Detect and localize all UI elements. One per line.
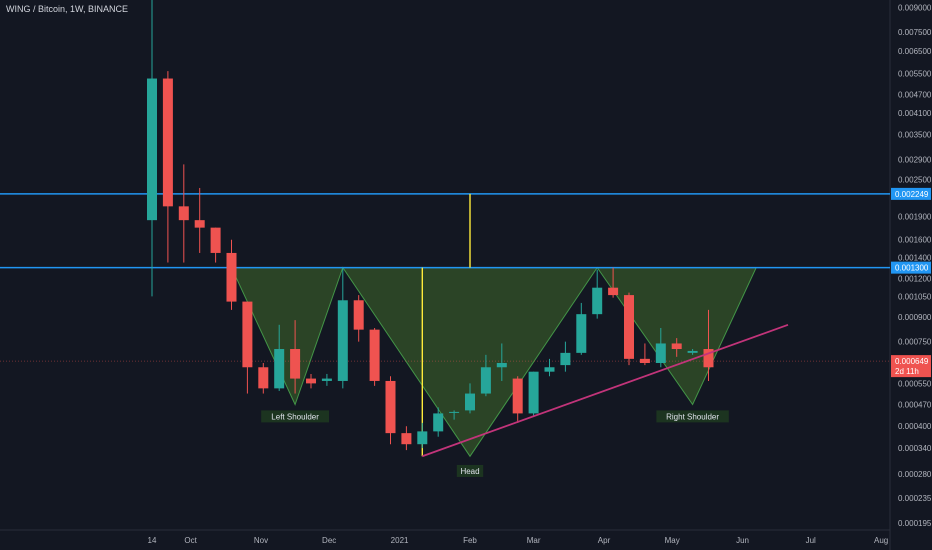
candle-body[interactable] (592, 287, 603, 315)
y-tick-label: 0.004100 (898, 109, 932, 118)
y-tick-label: 0.001400 (898, 254, 932, 263)
candle-body[interactable] (671, 343, 682, 350)
annotation-label[interactable]: Head (460, 467, 479, 476)
y-tick-label: 0.000235 (898, 494, 932, 503)
plot-area[interactable] (0, 0, 890, 530)
candle-body[interactable] (401, 433, 412, 445)
price-tag-label: 0.001300 (895, 264, 929, 273)
x-tick-label: Jun (736, 536, 749, 545)
candle-body[interactable] (242, 301, 253, 368)
candle-body[interactable] (162, 78, 173, 207)
candle-body[interactable] (703, 349, 714, 368)
candle-body[interactable] (639, 358, 650, 363)
y-tick-label: 0.007500 (898, 28, 932, 37)
y-tick-label: 0.002900 (898, 156, 932, 165)
x-tick-label: May (665, 536, 680, 545)
candle-body[interactable] (496, 362, 507, 368)
candle-body[interactable] (369, 329, 380, 381)
candle-body[interactable] (544, 367, 555, 372)
candle-body[interactable] (290, 349, 301, 379)
candle-body[interactable] (465, 393, 475, 411)
candle-body[interactable] (655, 343, 666, 363)
candle-body[interactable] (417, 431, 428, 445)
candle-body[interactable] (687, 350, 698, 353)
candle-body[interactable] (226, 252, 237, 302)
annotation-bg (656, 410, 729, 423)
candle-body[interactable] (449, 411, 460, 413)
candle-body[interactable] (274, 349, 285, 389)
y-tick-label: 0.004700 (898, 91, 932, 100)
candle-body[interactable] (512, 378, 523, 414)
candle-body[interactable] (385, 380, 396, 434)
price-axis[interactable] (890, 0, 932, 550)
candle-body[interactable] (321, 378, 332, 381)
y-tick-label: 0.000195 (898, 519, 932, 528)
x-tick-label: Oct (184, 536, 197, 545)
price-tag-label: 0.002249 (895, 190, 929, 199)
y-tick-label: 0.003500 (898, 130, 932, 139)
y-tick-label: 0.005500 (898, 70, 932, 79)
candle-body[interactable] (210, 227, 221, 253)
candle-body[interactable] (528, 371, 539, 414)
y-tick-label: 0.000340 (898, 444, 932, 453)
candle-body[interactable] (624, 295, 634, 359)
price-tag (891, 187, 931, 200)
x-tick-label: Nov (254, 536, 268, 545)
current-price-label: 0.000649 (895, 357, 929, 366)
candle-body[interactable] (147, 78, 157, 221)
x-tick-label: Mar (527, 536, 541, 545)
candle-body[interactable] (353, 300, 364, 330)
x-tick-label: Aug (874, 536, 888, 545)
neckline[interactable] (421, 323, 789, 458)
x-tick-label: Jul (806, 536, 816, 545)
x-tick-label: 14 (148, 536, 157, 545)
candle-body[interactable] (480, 367, 491, 394)
annotation-bg (261, 410, 329, 423)
candle-body[interactable] (433, 413, 444, 432)
y-tick-label: 0.000900 (898, 313, 932, 322)
x-tick-label: Dec (322, 536, 336, 545)
candle-body[interactable] (560, 352, 571, 366)
x-tick-label: Feb (463, 536, 477, 545)
y-tick-label: 0.006500 (898, 47, 932, 56)
y-tick-label: 0.000280 (898, 470, 932, 479)
y-tick-label: 0.001900 (898, 213, 932, 222)
y-tick-label: 0.001050 (898, 292, 932, 301)
countdown-label: 2d 11h (895, 367, 919, 376)
y-tick-label: 0.001600 (898, 236, 932, 245)
y-tick-label: 0.001200 (898, 274, 932, 283)
y-tick-label: 0.009000 (898, 3, 932, 12)
candle-body[interactable] (337, 300, 348, 381)
annotation-bg (456, 464, 484, 477)
candle-body[interactable] (258, 367, 269, 389)
price-tag (891, 261, 931, 274)
current-price-tag (891, 355, 931, 378)
candle-body[interactable] (306, 378, 316, 384)
y-tick-label: 0.002500 (898, 176, 932, 185)
y-tick-label: 0.000550 (898, 379, 932, 388)
annotation-label[interactable]: Right Shoulder (666, 412, 719, 421)
candle-body[interactable] (178, 206, 189, 221)
x-tick-label: 2021 (391, 536, 409, 545)
candle-body[interactable] (576, 314, 587, 353)
candle-body[interactable] (194, 220, 205, 228)
annotation-label[interactable]: Left Shoulder (271, 412, 319, 421)
y-tick-label: 0.000400 (898, 422, 932, 431)
head-and-shoulders-pattern[interactable] (230, 266, 757, 458)
y-tick-label: 0.000750 (898, 338, 932, 347)
y-tick-label: 0.000470 (898, 401, 932, 410)
symbol-title[interactable]: WING / Bitcoin, 1W, BINANCE (6, 4, 129, 14)
candle-body[interactable] (608, 287, 619, 296)
x-tick-label: Apr (598, 536, 611, 545)
